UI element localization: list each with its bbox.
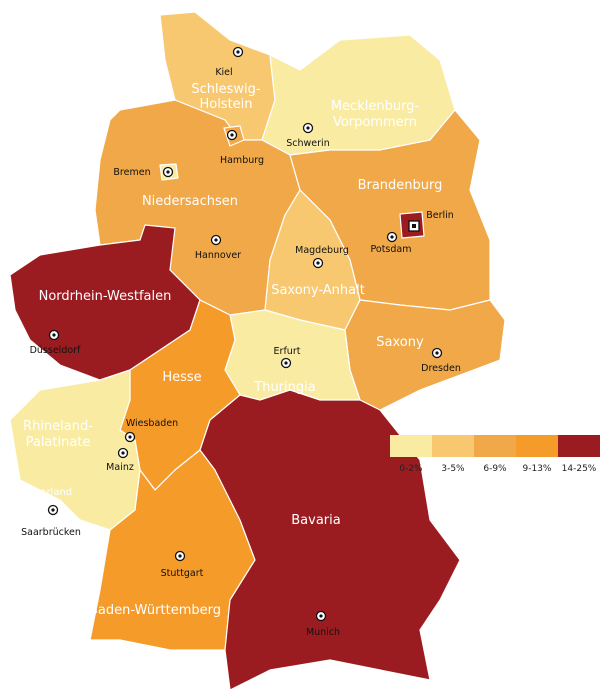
city-label: Kiel: [215, 67, 232, 78]
city-marker-center: [316, 261, 320, 265]
city-label: Düsseldorf: [30, 345, 81, 356]
state-label: Thuringia: [253, 380, 315, 395]
city-marker-center: [128, 435, 132, 439]
city: Hamburg: [220, 129, 264, 166]
state-label: Hesse: [162, 370, 201, 385]
legend-swatch: [516, 435, 558, 457]
state-label: Baden-Württemberg: [89, 603, 221, 618]
city-marker-center: [284, 361, 288, 365]
cities: Kiel Hamburg Schwerin Bremen Hannover Be…: [21, 46, 461, 638]
city-label: Potsdam: [371, 244, 412, 255]
city-marker-center: [236, 50, 240, 54]
city-marker-center: [319, 614, 323, 618]
city-label: Saarbrücken: [21, 527, 81, 538]
city-marker-center: [230, 133, 234, 137]
city: Düsseldorf: [30, 329, 81, 356]
legend-label: 14-25%: [562, 464, 597, 474]
state-label: Saxony-Anhalt: [271, 283, 365, 298]
city-label: Stuttgart: [161, 568, 204, 579]
state-label: Nordrhein-Westfalen: [39, 289, 172, 304]
city: Erfurt: [274, 346, 301, 369]
city-label: Hannover: [195, 250, 241, 261]
city: Kiel: [215, 46, 244, 78]
city: Bremen: [113, 166, 174, 178]
legend-swatch: [474, 435, 516, 457]
legend-label: 6-9%: [483, 464, 507, 474]
city-marker-center: [306, 126, 310, 130]
legend-swatch: [558, 435, 600, 457]
city-label: Magdeburg: [295, 245, 349, 256]
state-label: Saxony: [376, 335, 424, 350]
state-label: Niedersachsen: [142, 194, 238, 209]
city-label: Wiesbaden: [126, 418, 178, 429]
state-label: Vorpommern: [333, 115, 417, 130]
city-marker-center: [390, 235, 394, 239]
city-marker-center: [178, 554, 182, 558]
state-label: Palatinate: [26, 435, 91, 450]
state-bavaria: [199, 389, 461, 691]
state-saxony: [344, 299, 506, 411]
city-marker-center: [52, 333, 56, 337]
city: Munich: [306, 610, 340, 638]
city: Magdeburg: [295, 245, 349, 269]
state-label: Bavaria: [291, 513, 340, 528]
city-label: Hamburg: [220, 155, 264, 166]
city-label: Mainz: [106, 462, 134, 473]
state-labels: Schleswig- Holstein Mecklenburg- Vorpomm…: [23, 82, 442, 618]
state-mecklenburg: [261, 34, 456, 156]
city-label: Dresden: [421, 363, 461, 374]
city: Wiesbaden: [124, 418, 178, 443]
city: Schwerin: [286, 122, 330, 149]
city: Hannover: [195, 234, 241, 261]
legend-label: 9-13%: [523, 464, 552, 474]
state-label: Mecklenburg-: [331, 99, 420, 114]
city: Stuttgart: [161, 550, 204, 579]
city-label: Erfurt: [274, 346, 301, 357]
city-marker-center: [435, 351, 439, 355]
state-label: Rhineland-: [23, 419, 93, 434]
city: Berlin: [408, 210, 454, 232]
city-marker-center: [166, 170, 170, 174]
city: Potsdam: [371, 231, 412, 255]
city: Dresden: [421, 347, 461, 374]
state-label: Brandenburg: [358, 178, 443, 193]
state-label: Saarland: [28, 487, 72, 498]
city-marker-center: [214, 238, 218, 242]
legend-swatch: [432, 435, 474, 457]
city-label: Bremen: [113, 167, 150, 178]
legend-label: 0-2%: [399, 464, 423, 474]
city-marker-center: [51, 508, 55, 512]
state-label: Schleswig-: [191, 82, 261, 97]
legend: 0-2% 3-5% 6-9% 9-13% 14-25%: [390, 435, 600, 474]
city-label: Munich: [306, 627, 340, 638]
city-marker-center: [121, 451, 125, 455]
state-label: Holstein: [199, 97, 252, 112]
city-label: Schwerin: [286, 138, 329, 149]
legend-label: 3-5%: [441, 464, 465, 474]
city: Saarbrücken: [21, 504, 81, 538]
states: [9, 11, 506, 691]
legend-swatch: [390, 435, 432, 457]
city: Mainz: [106, 447, 134, 473]
city-label: Berlin: [426, 210, 454, 221]
city-marker-center: [412, 224, 416, 228]
